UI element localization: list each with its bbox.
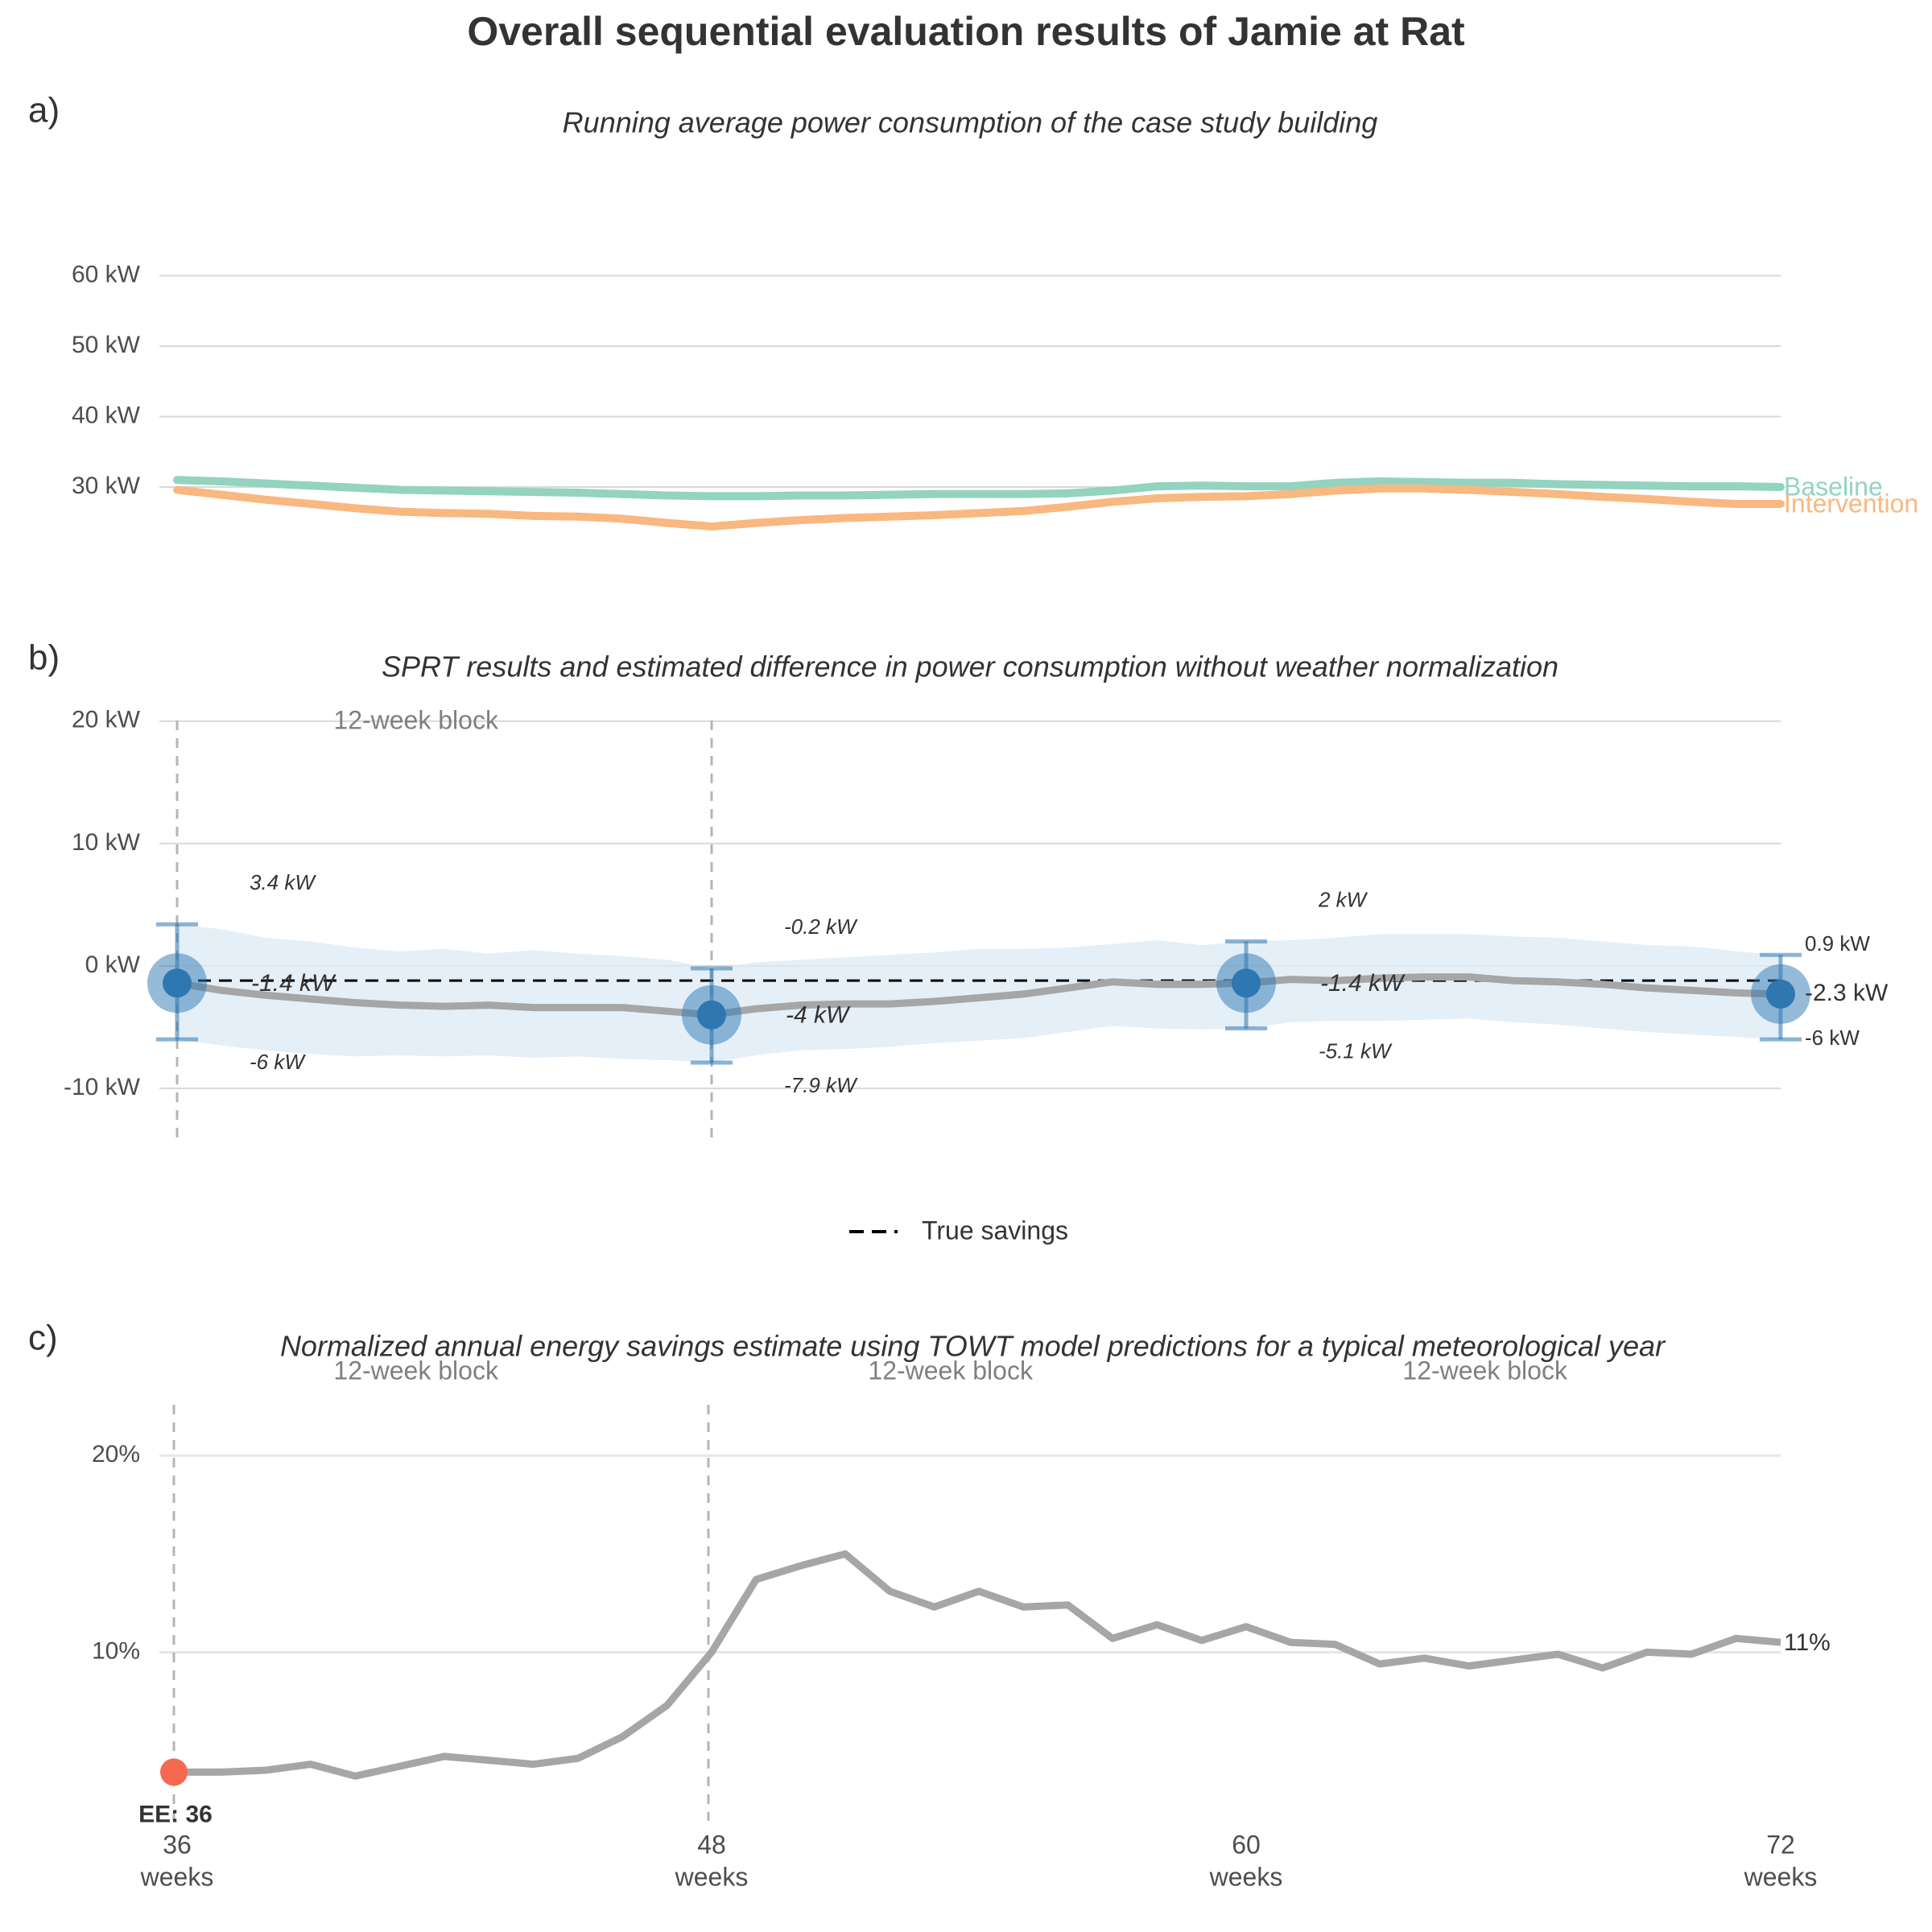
panel-b-subtitle: SPRT results and estimated difference in… bbox=[382, 650, 1558, 683]
y-tick-label: 50 kW bbox=[72, 332, 141, 358]
estimate-label: -1.4 kW bbox=[251, 970, 336, 997]
x-tick-label: 72 bbox=[1766, 1830, 1795, 1859]
lower-ci-label: -5.1 kW bbox=[1319, 1038, 1393, 1063]
panel-c-subtitle: Normalized annual energy savings estimat… bbox=[280, 1330, 1666, 1363]
y-tick-label: 30 kW bbox=[72, 473, 141, 499]
savings-line bbox=[177, 1550, 1781, 1780]
x-tick-label: weeks bbox=[1209, 1862, 1283, 1891]
series-line-intervention bbox=[173, 484, 1785, 530]
panel-a-subtitle: Running average power consumption of the… bbox=[563, 106, 1378, 139]
early-end-label: EE: 36 bbox=[138, 1801, 213, 1827]
block-label: 12-week block bbox=[333, 1356, 499, 1385]
chart-title: Overall sequential evaluation results of… bbox=[467, 9, 1465, 54]
series-end-label: Intervention bbox=[1784, 489, 1918, 518]
sprt-point bbox=[163, 968, 192, 998]
y-tick-label: 60 kW bbox=[72, 261, 141, 287]
block-label: 12-week block bbox=[868, 1356, 1034, 1385]
estimate-label: -2.3 kW bbox=[1805, 980, 1889, 1006]
x-tick-label: 60 bbox=[1232, 1830, 1261, 1859]
confidence-band bbox=[177, 924, 1781, 1063]
panel-b-label: b) bbox=[28, 638, 60, 678]
early-end-point bbox=[160, 1758, 188, 1786]
x-tick-label: 48 bbox=[697, 1830, 726, 1859]
lower-ci-label: -7.9 kW bbox=[784, 1073, 858, 1097]
y-tick-label: 0 kW bbox=[85, 952, 141, 978]
lower-ci-label: -6 kW bbox=[1805, 1026, 1860, 1050]
y-tick-label: 20% bbox=[92, 1441, 140, 1468]
upper-ci-label: 0.9 kW bbox=[1805, 931, 1870, 956]
upper-ci-label: 2 kW bbox=[1318, 887, 1368, 911]
upper-ci-label: -0.2 kW bbox=[784, 914, 858, 939]
savings-end-label: 11% bbox=[1784, 1629, 1831, 1656]
x-tick-label: weeks bbox=[1744, 1862, 1818, 1891]
y-tick-label: 40 kW bbox=[72, 402, 141, 428]
lower-ci-label: -6 kW bbox=[250, 1050, 306, 1074]
x-tick-label: weeks bbox=[675, 1862, 749, 1891]
legend-label: True savings bbox=[922, 1216, 1068, 1245]
sprt-point bbox=[1766, 979, 1795, 1009]
y-tick-label: 10% bbox=[92, 1637, 140, 1664]
upper-ci-label: 3.4 kW bbox=[250, 870, 316, 894]
y-tick-label: 20 kW bbox=[72, 707, 141, 733]
series-line-baseline bbox=[173, 476, 1785, 501]
y-tick-label: -10 kW bbox=[64, 1074, 141, 1100]
x-tick-label: weeks bbox=[140, 1862, 214, 1891]
block-label: 12-week block bbox=[1402, 1356, 1568, 1385]
series-end-label: Baseline bbox=[1784, 472, 1883, 501]
sprt-point bbox=[697, 1000, 726, 1030]
panel-c-label: c) bbox=[28, 1319, 58, 1358]
estimate-label: -1.4 kW bbox=[1320, 970, 1406, 997]
estimate-line bbox=[176, 973, 1781, 1019]
block-label: 12-week block bbox=[333, 705, 499, 734]
estimate-label: -4 kW bbox=[786, 1002, 851, 1029]
x-tick-label: 36 bbox=[163, 1830, 192, 1859]
panel-a-label: a) bbox=[28, 91, 60, 130]
sprt-point bbox=[1232, 968, 1261, 998]
y-tick-label: 10 kW bbox=[72, 829, 141, 856]
